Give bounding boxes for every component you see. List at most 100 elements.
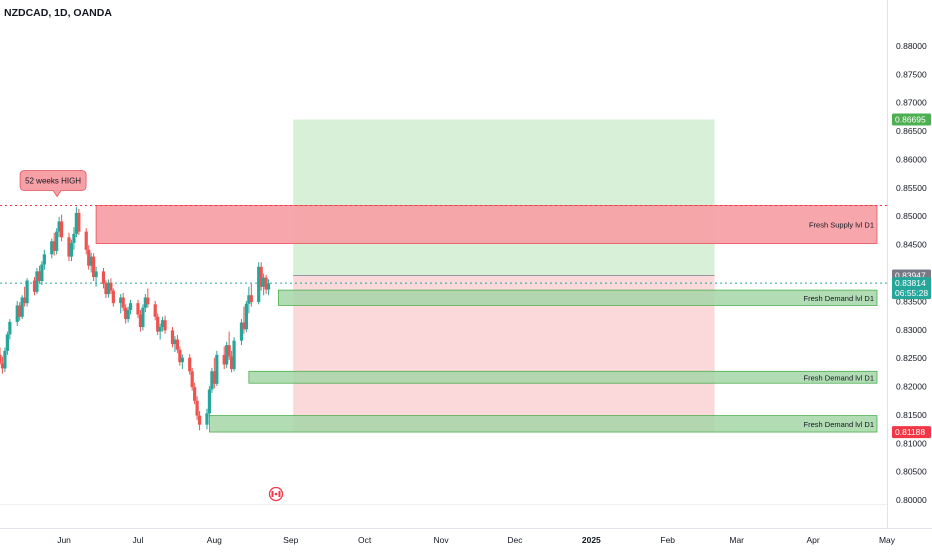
candle	[180, 354, 184, 370]
candle-body	[210, 371, 214, 390]
price-tick-label: 0.82500	[896, 353, 927, 363]
candle	[136, 299, 140, 318]
candle-body	[197, 415, 202, 425]
candle-body	[138, 314, 143, 328]
candle	[8, 319, 12, 340]
candle	[92, 253, 96, 282]
candle-body	[207, 389, 212, 414]
zone-label: Fresh Demand lvl D1	[804, 420, 874, 429]
price-tick-label: 0.86000	[896, 154, 927, 164]
candle-body	[89, 256, 93, 266]
candle	[57, 216, 61, 238]
annotation-text: 52 weeks HIGH	[25, 177, 81, 186]
time-tick-label: Aug	[207, 535, 222, 545]
candle-body	[72, 233, 76, 243]
candle	[50, 238, 54, 259]
price-tick-label: 0.84500	[896, 240, 927, 250]
candle-body	[67, 237, 71, 257]
candle	[126, 306, 130, 323]
candle-body	[247, 295, 251, 304]
price-badge-text: 0.83947	[895, 271, 926, 281]
candle	[153, 300, 157, 321]
candle	[205, 408, 209, 430]
candle-body	[175, 339, 179, 350]
zone-label: Fresh Demand lvl D1	[804, 294, 874, 303]
candle-body	[42, 254, 46, 265]
candle-body	[18, 305, 22, 317]
candle	[222, 346, 226, 370]
candle-body	[193, 387, 197, 401]
candle	[178, 346, 182, 366]
candle	[143, 294, 147, 313]
price-tick-label: 0.87000	[896, 98, 927, 108]
candle-body	[173, 339, 177, 345]
candle	[141, 304, 145, 331]
candle	[106, 279, 111, 298]
price-badge-countdown: 06:55:28	[895, 288, 928, 298]
candle-body	[227, 345, 231, 357]
candle	[146, 288, 150, 308]
candle	[74, 207, 78, 238]
time-tick-label: May	[879, 535, 896, 545]
candle-body	[101, 271, 106, 284]
annotation-callout	[19, 170, 87, 198]
price-tick-label: 0.82000	[896, 382, 927, 392]
candle	[104, 280, 108, 299]
candle-body	[158, 327, 162, 332]
candle-body	[262, 277, 266, 287]
candle	[266, 279, 271, 296]
candle	[0, 347, 2, 365]
candle-body	[23, 297, 27, 304]
price-badge-text: 0.86695	[895, 115, 926, 125]
candle-body	[225, 345, 229, 365]
candle	[94, 266, 98, 287]
candle	[84, 228, 88, 255]
candle-body	[136, 303, 140, 315]
candle-body	[74, 212, 78, 234]
candle	[230, 350, 234, 373]
candle-body	[188, 357, 192, 372]
candle-body	[37, 271, 42, 282]
time-axis[interactable]: Jun Jul Aug Sep Oct Nov Dec 2025 Feb Mar Apr May	[57, 535, 896, 545]
candle	[161, 316, 165, 332]
price-badge-target	[892, 113, 931, 126]
candles-layer	[0, 207, 271, 431]
candle-body	[8, 321, 12, 335]
candle	[197, 411, 202, 431]
candle-body	[126, 309, 130, 320]
candle	[262, 273, 266, 296]
candle	[175, 334, 179, 354]
price-tick-label: 0.85000	[896, 211, 927, 221]
candle-body	[257, 266, 261, 303]
candle	[257, 262, 261, 305]
candle-body	[111, 290, 115, 304]
candle	[109, 278, 113, 295]
annotation-layer: 52 weeks HIGH	[19, 170, 87, 198]
candle	[55, 228, 59, 255]
candle-body	[109, 282, 113, 291]
price-tick-label: 0.80500	[896, 467, 927, 477]
candle	[247, 286, 251, 314]
candle	[67, 232, 71, 262]
price-tick-label: 0.80000	[896, 495, 927, 505]
candle	[244, 300, 248, 333]
candle-body	[230, 356, 234, 370]
candle-body	[84, 231, 88, 250]
candle	[35, 267, 39, 295]
price-tick-label: 0.86500	[896, 126, 927, 136]
candle	[5, 331, 9, 355]
price-tick-label: 0.87500	[896, 69, 927, 79]
candle-body	[143, 297, 147, 308]
candle-body	[15, 305, 19, 322]
candle-body	[57, 221, 61, 232]
candle-body	[94, 271, 98, 278]
candle	[193, 382, 197, 405]
candle-body	[249, 295, 253, 303]
candle-body	[244, 303, 248, 330]
candle	[128, 299, 133, 315]
canada-flag-icon[interactable]	[268, 486, 284, 502]
price-badge-text: 0.81188	[895, 427, 925, 437]
